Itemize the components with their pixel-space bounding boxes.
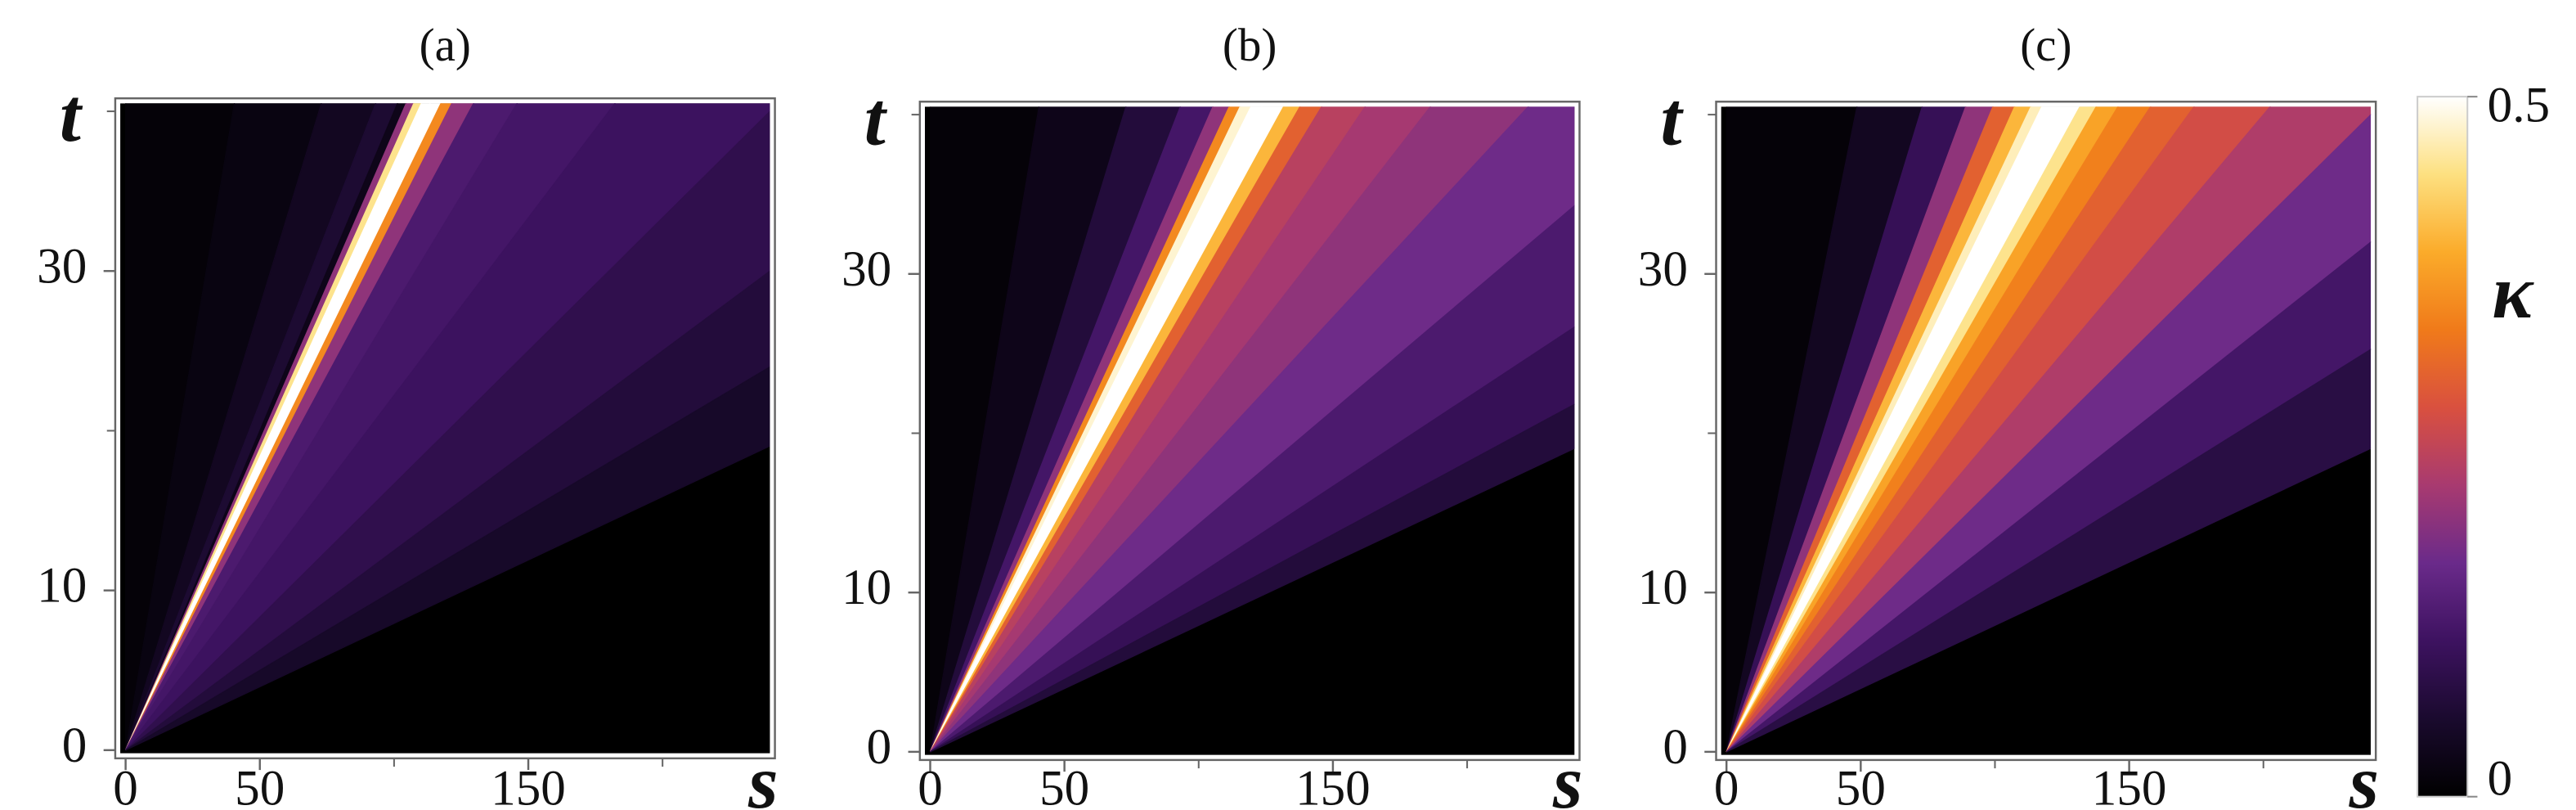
colorbar-tick-label: 0.5 [2488,78,2550,133]
y-tick-label: 30 [841,242,891,297]
heat-wedge [1726,114,2372,753]
x-axis-label: s [1552,740,1582,810]
heat-wedge [930,403,1575,753]
heat-wedge [125,270,770,751]
panel-title: (c) [2020,20,2071,71]
x-tick-label: 150 [491,762,566,810]
y-axis-label: t [864,77,888,161]
panel-title: (b) [1223,20,1277,71]
x-tick-label: 50 [1039,762,1089,810]
heat-wedge [125,366,770,751]
colorbar-tick-label: 0 [2488,751,2513,806]
y-tick-label: 10 [1638,560,1688,615]
y-axis-label: t [1661,77,1685,161]
x-axis-label: s [747,740,778,810]
heatmap [120,103,770,754]
y-tick-label: 0 [62,718,88,773]
y-axis-label: t [60,74,83,158]
plot-frame [114,97,776,760]
x-tick-label: 0 [918,762,943,810]
x-tick-label: 150 [1295,762,1371,810]
colorbar-label: κ [2492,250,2534,335]
heat-wedge [125,110,770,751]
y-tick-label: 30 [37,239,87,294]
y-tick-label: 10 [37,559,87,614]
x-tick-label: 0 [113,762,138,810]
x-tick-label: 150 [2092,762,2167,810]
heat-wedge [125,103,770,751]
x-axis-label: s [2349,740,2379,810]
heat-wedge [930,205,1575,753]
y-tick-label: 0 [1663,720,1688,775]
heatmap [924,106,1575,755]
heat-wedge [930,326,1575,753]
colorbar [2417,96,2469,798]
x-tick-label: 0 [1714,762,1739,810]
y-tick-label: 30 [1638,242,1688,297]
heat-wedge [930,106,1575,753]
x-tick-label: 50 [235,762,285,810]
y-tick-label: 10 [841,560,891,615]
plot-frame [1715,101,2377,762]
plot-frame [918,101,1581,762]
heatmap [1721,106,2372,755]
heat-wedge [1726,106,2372,753]
heat-wedge [1726,349,2372,753]
y-tick-label: 0 [867,720,892,775]
panel-title: (a) [420,20,471,71]
x-tick-label: 50 [1836,762,1886,810]
heat-wedge [1726,241,2372,753]
